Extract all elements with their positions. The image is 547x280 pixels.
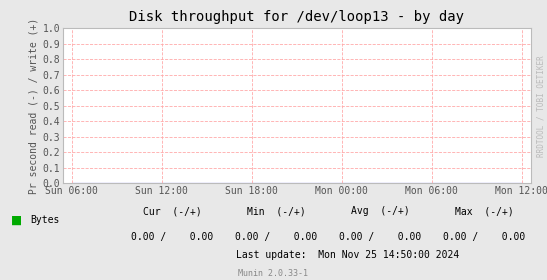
Text: Last update:  Mon Nov 25 14:50:00 2024: Last update: Mon Nov 25 14:50:00 2024	[236, 250, 459, 260]
Text: 0.00 /    0.00: 0.00 / 0.00	[443, 232, 525, 242]
Y-axis label: Pr second read (-) / write (+): Pr second read (-) / write (+)	[28, 18, 38, 194]
Text: 0.00 /    0.00: 0.00 / 0.00	[131, 232, 213, 242]
Text: 0.00 /    0.00: 0.00 / 0.00	[339, 232, 421, 242]
Text: Avg  (-/+): Avg (-/+)	[351, 206, 410, 216]
Text: RRDTOOL / TOBI OETIKER: RRDTOOL / TOBI OETIKER	[537, 55, 545, 157]
Text: Min  (-/+): Min (-/+)	[247, 206, 306, 216]
Text: Max  (-/+): Max (-/+)	[455, 206, 514, 216]
Text: Bytes: Bytes	[30, 215, 60, 225]
Text: Cur  (-/+): Cur (-/+)	[143, 206, 202, 216]
Text: Munin 2.0.33-1: Munin 2.0.33-1	[238, 269, 309, 277]
Text: ■: ■	[11, 213, 22, 226]
Text: 0.00 /    0.00: 0.00 / 0.00	[235, 232, 317, 242]
Title: Disk throughput for /dev/loop13 - by day: Disk throughput for /dev/loop13 - by day	[129, 10, 464, 24]
